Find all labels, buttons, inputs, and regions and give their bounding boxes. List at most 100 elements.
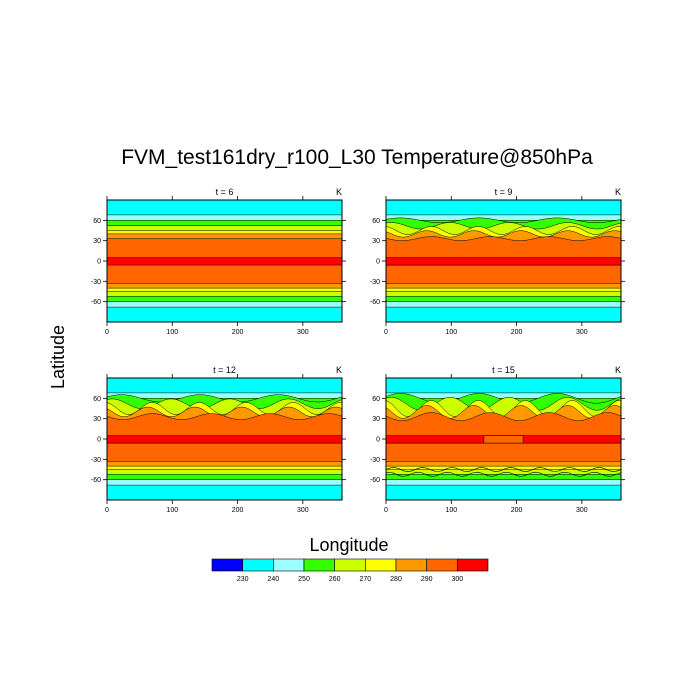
colorbar-label: 250 <box>298 576 310 583</box>
band-8 <box>107 443 342 462</box>
x-tick-label: 300 <box>297 507 309 514</box>
band-11 <box>107 469 342 475</box>
y-tick-label: 60 <box>372 218 380 225</box>
y-tick-label: -60 <box>370 299 380 306</box>
band-11 <box>386 469 621 475</box>
x-tick-label: 100 <box>166 329 178 336</box>
band-10 <box>107 466 342 470</box>
band-14 <box>386 307 621 322</box>
band-8 <box>386 443 621 462</box>
colorbar-label: 270 <box>359 576 371 583</box>
panel-units: K <box>615 187 621 197</box>
x-tick-label: 100 <box>166 507 178 514</box>
band-13 <box>107 479 342 486</box>
band-9 <box>107 283 342 289</box>
band-0 <box>386 200 621 215</box>
band-12 <box>386 474 621 480</box>
x-tick-label: 200 <box>232 507 244 514</box>
band-4 <box>107 230 342 234</box>
panel-title: t = 9 <box>495 187 513 197</box>
x-tick-label: 200 <box>232 329 244 336</box>
band-14 <box>107 307 342 322</box>
band-9 <box>107 461 342 467</box>
y-tick-label: -60 <box>91 477 101 484</box>
colorbar-segment <box>273 558 305 572</box>
y-tick-label: 60 <box>93 396 101 403</box>
colorbar-label: 230 <box>237 576 249 583</box>
colorbar-label: 280 <box>390 576 402 583</box>
panel-units: K <box>336 365 342 375</box>
x-tick-label: 0 <box>384 329 388 336</box>
band-12 <box>107 296 342 302</box>
y-tick-label: -30 <box>370 279 380 286</box>
panel-2: 0 100 200 300 -60 -30 0 30 60 t = 9 K <box>370 187 625 336</box>
x-tick-label: 300 <box>576 507 588 514</box>
band-0 <box>107 378 342 393</box>
band-3 <box>107 225 342 231</box>
band-0 <box>107 200 342 215</box>
colorbar-segment <box>211 558 243 572</box>
y-tick-label: -60 <box>91 299 101 306</box>
band-11 <box>386 291 621 297</box>
contour-fill <box>107 200 342 322</box>
y-tick-label: -30 <box>91 279 101 286</box>
band-13 <box>107 301 342 308</box>
south-wave-line <box>386 467 621 472</box>
colorbar-segment <box>334 558 366 572</box>
panel-units: K <box>336 187 342 197</box>
y-tick-label: 30 <box>93 416 101 423</box>
equator-gap <box>483 435 524 444</box>
band-8 <box>386 265 621 284</box>
x-tick-label: 300 <box>576 329 588 336</box>
x-axis-title: Longitude <box>309 535 388 555</box>
colorbar-segment <box>365 558 397 572</box>
colorbar-segment <box>303 558 335 572</box>
main-title: FVM_test161dry_r100_L30 Temperature@850h… <box>121 146 593 169</box>
band-9 <box>386 461 621 467</box>
y-tick-label: 0 <box>376 259 380 266</box>
band-1 <box>386 214 621 221</box>
band-14 <box>107 485 342 500</box>
band-12 <box>107 474 342 480</box>
x-tick-label: 200 <box>511 507 523 514</box>
x-tick-label: 0 <box>105 507 109 514</box>
band-8 <box>107 265 342 284</box>
panel-1: 0 100 200 300 -60 -30 0 30 60 t = 6 K <box>91 187 346 336</box>
x-tick-label: 100 <box>445 329 457 336</box>
band-6 <box>107 238 342 258</box>
band-10 <box>386 288 621 292</box>
y-tick-label: 30 <box>372 416 380 423</box>
wave-band <box>107 413 342 438</box>
band-12 <box>386 296 621 302</box>
equator-band <box>107 435 342 444</box>
x-tick-label: 100 <box>445 507 457 514</box>
y-tick-label: 30 <box>93 238 101 245</box>
y-tick-label: 60 <box>93 218 101 225</box>
band-0 <box>386 378 621 393</box>
x-tick-label: 300 <box>297 329 309 336</box>
colorbar-label: 290 <box>421 576 433 583</box>
band-10 <box>386 466 621 470</box>
band-9 <box>386 283 621 289</box>
band-7 <box>107 257 342 266</box>
colorbar: 230 240 250 260 270 280 290 300 <box>211 558 489 583</box>
panel-3: 0 100 200 300 -60 -30 0 30 60 t = 12 K <box>91 365 346 514</box>
x-tick-label: 0 <box>384 507 388 514</box>
panel-4: 0 100 200 300 -60 -30 0 30 60 t = 15 K <box>370 365 625 514</box>
colorbar-label: 300 <box>451 576 463 583</box>
band-1 <box>386 392 621 399</box>
y-tick-label: 0 <box>97 437 101 444</box>
band-10 <box>107 288 342 292</box>
colorbar-label: 240 <box>267 576 279 583</box>
panel-units: K <box>615 365 621 375</box>
colorbar-label: 260 <box>329 576 341 583</box>
y-tick-label: 0 <box>97 259 101 266</box>
wave-band <box>386 412 621 438</box>
equator-band <box>386 257 621 266</box>
band-5 <box>107 233 342 239</box>
panel-title: t = 15 <box>492 365 515 375</box>
y-tick-label: -30 <box>370 457 380 464</box>
panel-title: t = 6 <box>216 187 234 197</box>
